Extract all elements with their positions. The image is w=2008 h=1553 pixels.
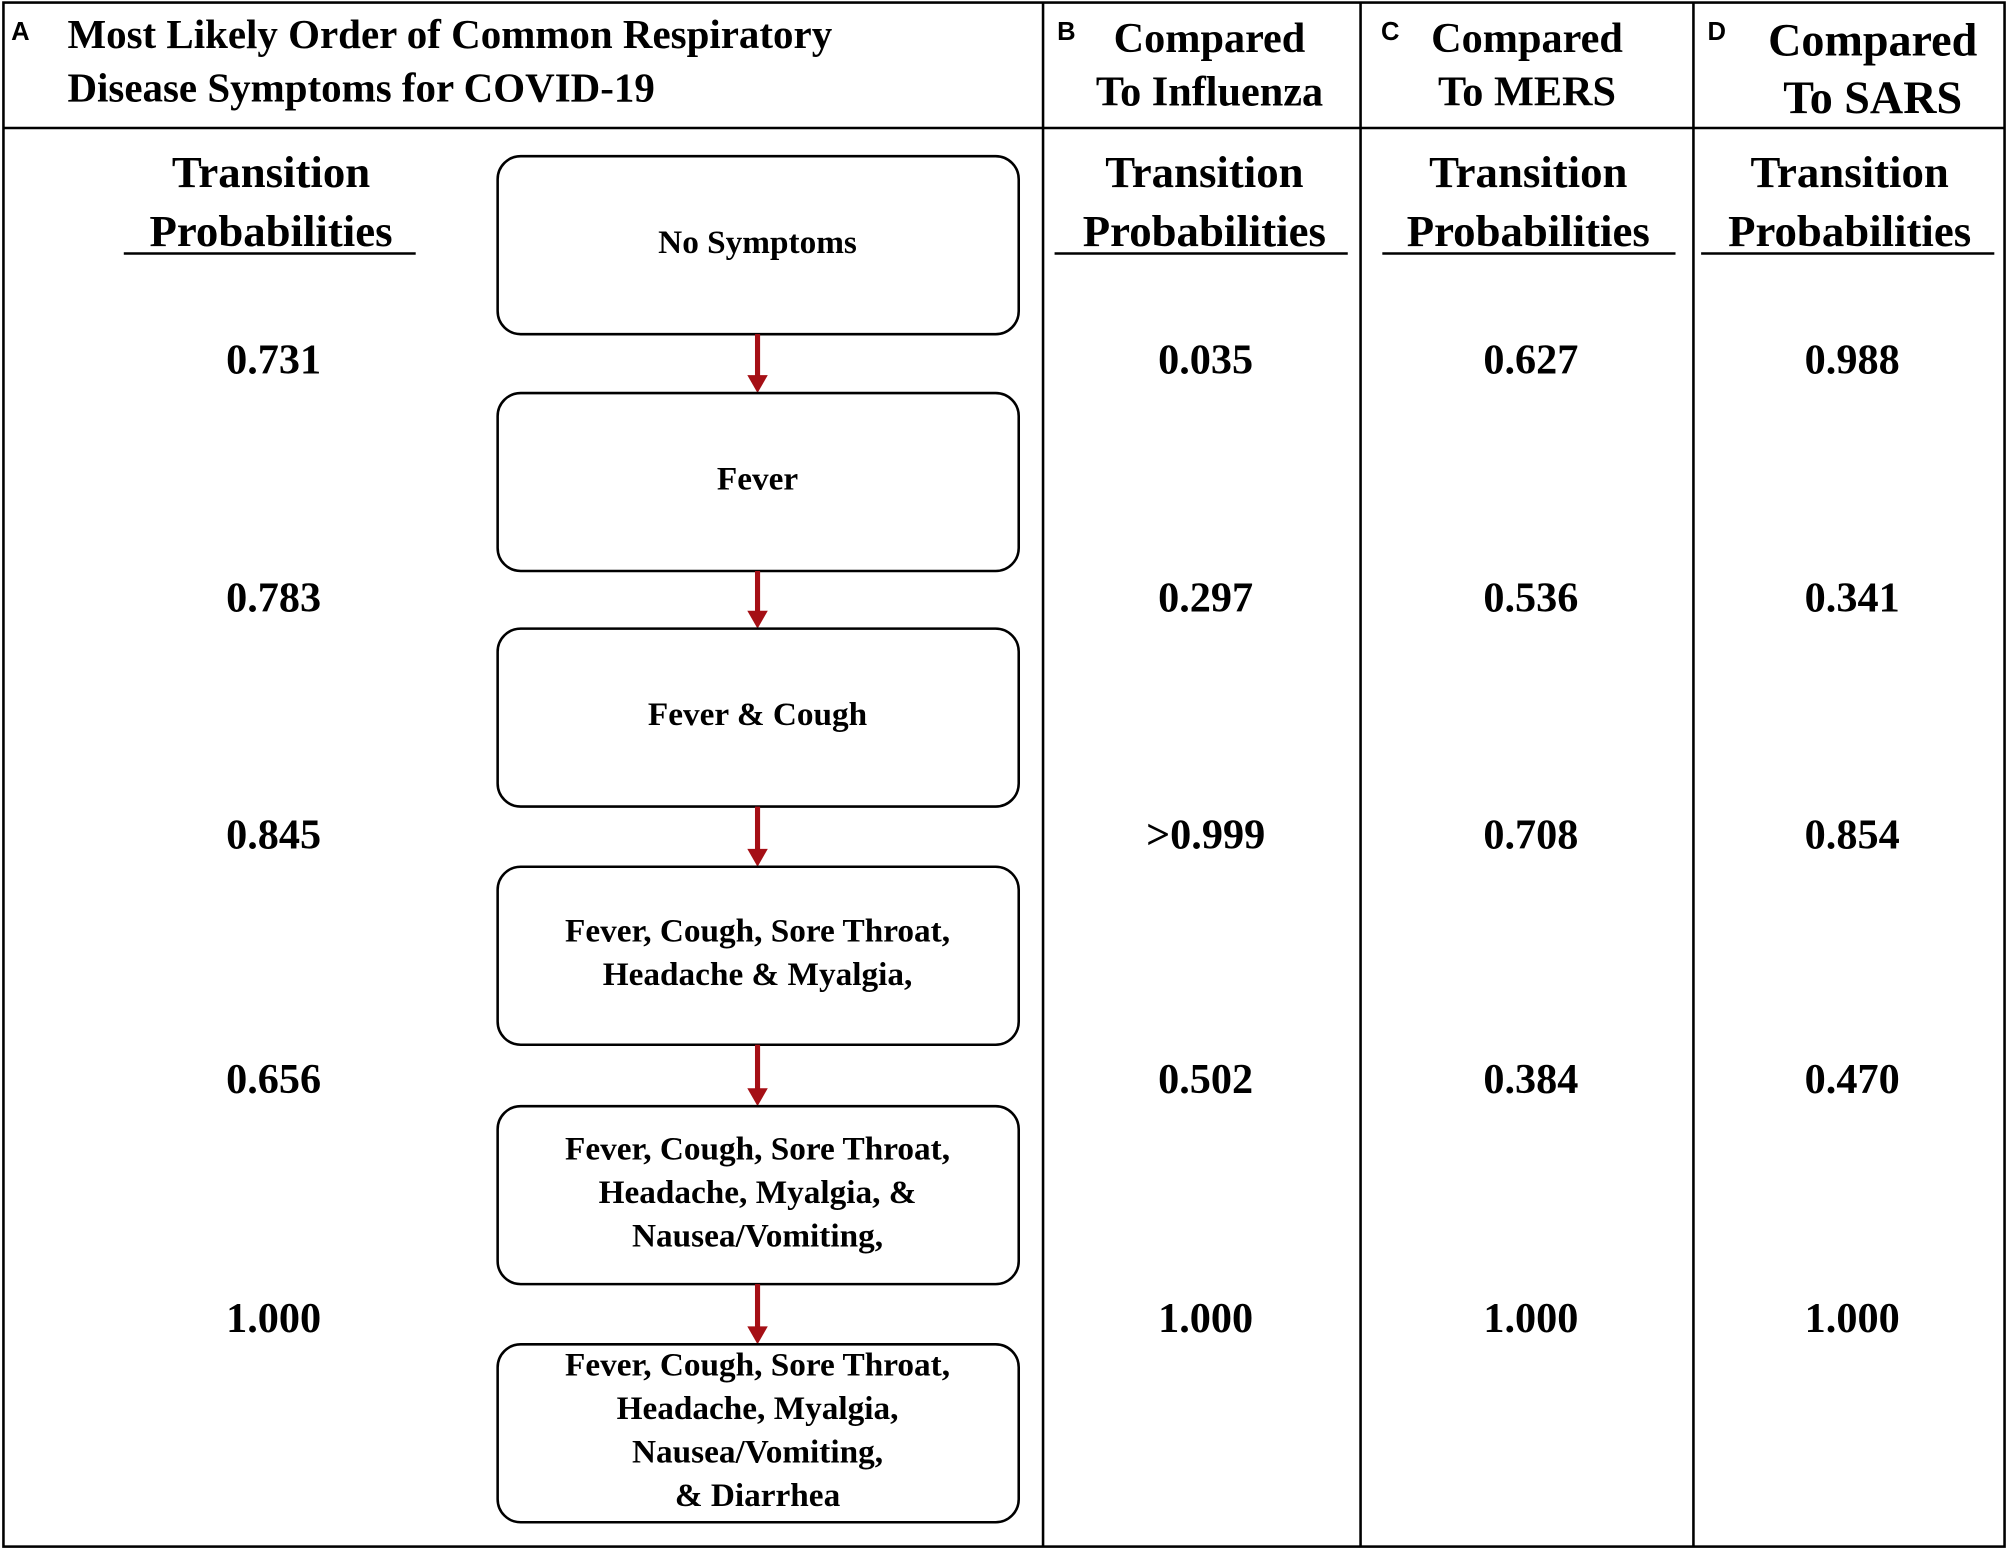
column-heading: Transition xyxy=(172,147,370,197)
state-label: Fever, Cough, Sore Throat, xyxy=(565,913,950,950)
probability: 0.035 xyxy=(1158,336,1253,383)
state-label: Nausea/Vomiting, xyxy=(632,1434,883,1471)
column-heading: Probabilities xyxy=(149,206,392,256)
panel-letter: B xyxy=(1057,18,1075,46)
panel-title: To MERS xyxy=(1438,69,1616,116)
panel-letter: D xyxy=(1708,18,1726,46)
state-label: Nausea/Vomiting, xyxy=(632,1217,883,1254)
panel-title: Compared xyxy=(1768,14,1977,65)
state-label: Fever, Cough, Sore Throat, xyxy=(565,1130,950,1167)
probability: 0.536 xyxy=(1483,574,1578,621)
probability: 0.783 xyxy=(226,574,321,621)
column-heading: Probabilities xyxy=(1728,206,1971,256)
probability: 0.731 xyxy=(226,336,321,383)
arrow-head xyxy=(747,375,768,394)
probability: 0.384 xyxy=(1483,1056,1578,1103)
state-label: & Diarrhea xyxy=(675,1477,841,1514)
probability: 0.470 xyxy=(1805,1056,1900,1103)
arrow-head xyxy=(747,1326,768,1345)
probability: 0.656 xyxy=(226,1056,321,1103)
arrow-head xyxy=(747,1088,768,1107)
panel-title: Disease Symptoms for COVID-19 xyxy=(67,65,654,111)
column-heading: Probabilities xyxy=(1407,206,1650,256)
panel-letter: C xyxy=(1381,18,1399,46)
probability: 0.854 xyxy=(1805,811,1900,858)
column-heading: Transition xyxy=(1105,147,1303,197)
column-heading: Transition xyxy=(1429,147,1627,197)
arrow-head xyxy=(747,848,768,867)
probability: 0.341 xyxy=(1805,574,1900,621)
state-label: Fever xyxy=(717,461,798,498)
panel-title: Compared xyxy=(1114,15,1306,62)
state-label: Headache, Myalgia, xyxy=(617,1390,899,1427)
state-label: Headache & Myalgia, xyxy=(603,956,913,993)
state-label: Fever & Cough xyxy=(648,696,867,733)
state-label: Fever, Cough, Sore Throat, xyxy=(565,1347,950,1384)
panel-title: To Influenza xyxy=(1096,69,1323,116)
probability: 1.000 xyxy=(226,1295,321,1342)
arrow-head xyxy=(747,610,768,629)
probability: 0.502 xyxy=(1158,1056,1253,1103)
probability: 0.297 xyxy=(1158,574,1253,621)
probability: 0.988 xyxy=(1805,336,1900,383)
state-box xyxy=(496,1343,1021,1524)
panel-title: Compared xyxy=(1431,15,1623,62)
probability: 1.000 xyxy=(1483,1295,1578,1342)
probability: 0.708 xyxy=(1483,811,1578,858)
state-label: No Symptoms xyxy=(658,224,857,261)
probability: 0.627 xyxy=(1483,336,1578,383)
column-heading: Transition xyxy=(1750,147,1948,197)
probability: >0.999 xyxy=(1146,811,1265,858)
panel-title: To SARS xyxy=(1783,72,1962,123)
panel-letter: A xyxy=(11,18,29,46)
panel-title: Most Likely Order of Common Respiratory xyxy=(67,11,832,57)
probability: 1.000 xyxy=(1805,1295,1900,1342)
column-heading: Probabilities xyxy=(1083,206,1326,256)
probability: 1.000 xyxy=(1158,1295,1253,1342)
state-label: Headache, Myalgia, & xyxy=(599,1174,917,1211)
probability: 0.845 xyxy=(226,811,321,858)
